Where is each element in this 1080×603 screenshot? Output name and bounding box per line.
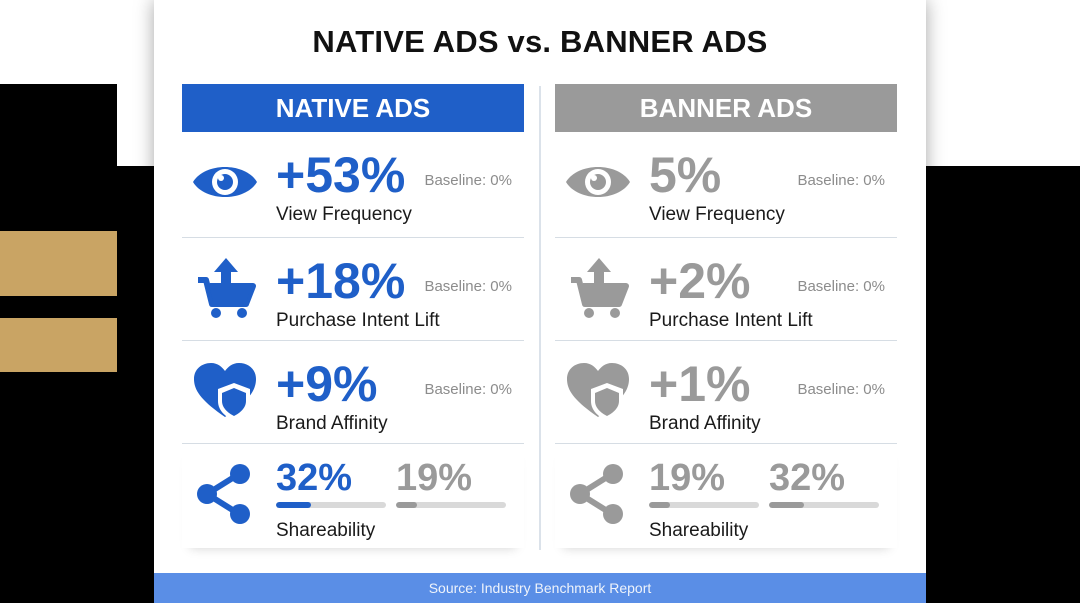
- page-title: NATIVE ADS vs. BANNER ADS: [312, 24, 768, 59]
- heart-shield-icon: [190, 359, 260, 423]
- baseline-text: Baseline: 0%: [797, 278, 885, 295]
- share-value-primary: 19%: [649, 457, 726, 499]
- share-bar-primary: [649, 502, 759, 508]
- share-bar-fill: [769, 502, 805, 508]
- share-bar-secondary: [769, 502, 879, 508]
- metric-label: View Frequency: [276, 204, 412, 225]
- eye-icon: [563, 150, 633, 214]
- share-bar-secondary: [396, 502, 506, 508]
- native-header: NATIVE ADS: [182, 84, 524, 132]
- background-block: [117, 0, 157, 166]
- background-block-right: [926, 0, 1080, 166]
- metric-label: Purchase Intent Lift: [276, 310, 440, 331]
- metric-label: Shareability: [276, 520, 376, 541]
- metric-value: +9%: [276, 356, 378, 412]
- decorative-gold-bar: [0, 318, 117, 372]
- metric-value: +18%: [276, 253, 406, 309]
- metric-label: Shareability: [649, 520, 749, 541]
- heart-shield-icon: [563, 359, 633, 423]
- baseline-text: Baseline: 0%: [424, 172, 512, 189]
- metric-label: Purchase Intent Lift: [649, 310, 813, 331]
- metric-value: 5%: [649, 147, 722, 203]
- decorative-gold-bar: [0, 231, 117, 296]
- metric-row: +9% Baseline: 0% Brand Affinity: [182, 341, 524, 444]
- metric-row: +2% Baseline: 0% Purchase Intent Lift: [555, 238, 897, 341]
- metric-row: +53% Baseline: 0% View Frequency: [182, 132, 524, 238]
- banner-header: BANNER ADS: [555, 84, 897, 132]
- metric-label: Brand Affinity: [276, 413, 388, 434]
- baseline-text: Baseline: 0%: [424, 381, 512, 398]
- source-footer: Source: Industry Benchmark Report: [154, 573, 926, 603]
- share-value-secondary: 19%: [396, 457, 473, 499]
- cart-upload-icon: [563, 256, 633, 320]
- metric-label: Brand Affinity: [649, 413, 761, 434]
- share-icon: [563, 462, 633, 526]
- share-value-secondary: 32%: [769, 457, 846, 499]
- share-icon: [190, 462, 260, 526]
- share-bar-primary: [276, 502, 386, 508]
- baseline-text: Baseline: 0%: [797, 172, 885, 189]
- cart-upload-icon: [190, 256, 260, 320]
- share-value-primary: 32%: [276, 457, 353, 499]
- metric-value: +53%: [276, 147, 406, 203]
- metric-row: +1% Baseline: 0% Brand Affinity: [555, 341, 897, 444]
- baseline-text: Baseline: 0%: [797, 381, 885, 398]
- metric-row: 5% Baseline: 0% View Frequency: [555, 132, 897, 238]
- native-column: NATIVE ADS +53% Baseline: 0% View Freque…: [182, 84, 524, 548]
- metric-row: +18% Baseline: 0% Purchase Intent Lift: [182, 238, 524, 341]
- metric-label: View Frequency: [649, 204, 785, 225]
- comparison-card: NATIVE ADS vs. BANNER ADS NATIVE ADS +53…: [154, 0, 926, 603]
- metric-value: +2%: [649, 253, 751, 309]
- metric-value: +1%: [649, 356, 751, 412]
- eye-icon: [190, 150, 260, 214]
- share-bar-fill: [649, 502, 670, 508]
- share-row: 19% 32% Shareability: [555, 444, 897, 548]
- share-bar-fill: [276, 502, 312, 508]
- share-row: 32% 19% Shareability: [182, 444, 524, 548]
- banner-column: BANNER ADS 5% Baseline: 0% View Frequenc…: [555, 84, 897, 548]
- baseline-text: Baseline: 0%: [424, 278, 512, 295]
- column-divider: [539, 86, 541, 550]
- share-bar-fill: [396, 502, 417, 508]
